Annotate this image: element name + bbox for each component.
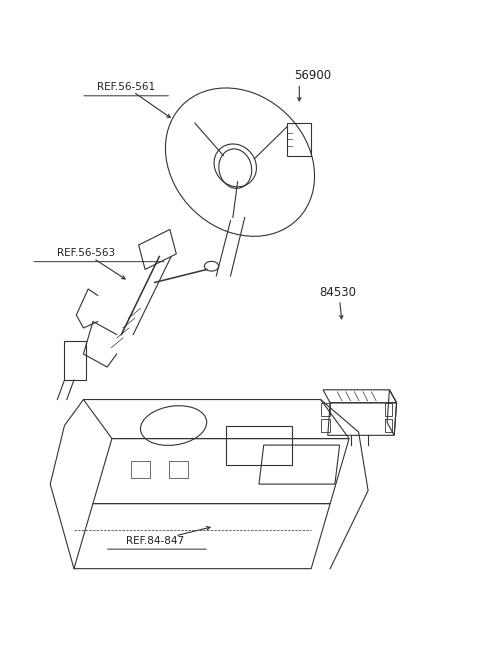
Bar <box>321 403 330 416</box>
Bar <box>169 461 188 478</box>
Text: REF.56-563: REF.56-563 <box>57 249 125 279</box>
Bar <box>288 123 311 155</box>
Bar <box>64 341 86 380</box>
Bar <box>384 419 392 432</box>
Text: 56900: 56900 <box>295 69 332 82</box>
Text: REF.56-561: REF.56-561 <box>97 82 170 117</box>
Bar <box>321 419 330 432</box>
Bar <box>226 426 292 464</box>
Text: REF.84-847: REF.84-847 <box>126 527 210 546</box>
Text: 84530: 84530 <box>320 286 357 298</box>
Bar <box>131 461 150 478</box>
Bar <box>384 403 392 416</box>
Bar <box>139 230 176 270</box>
